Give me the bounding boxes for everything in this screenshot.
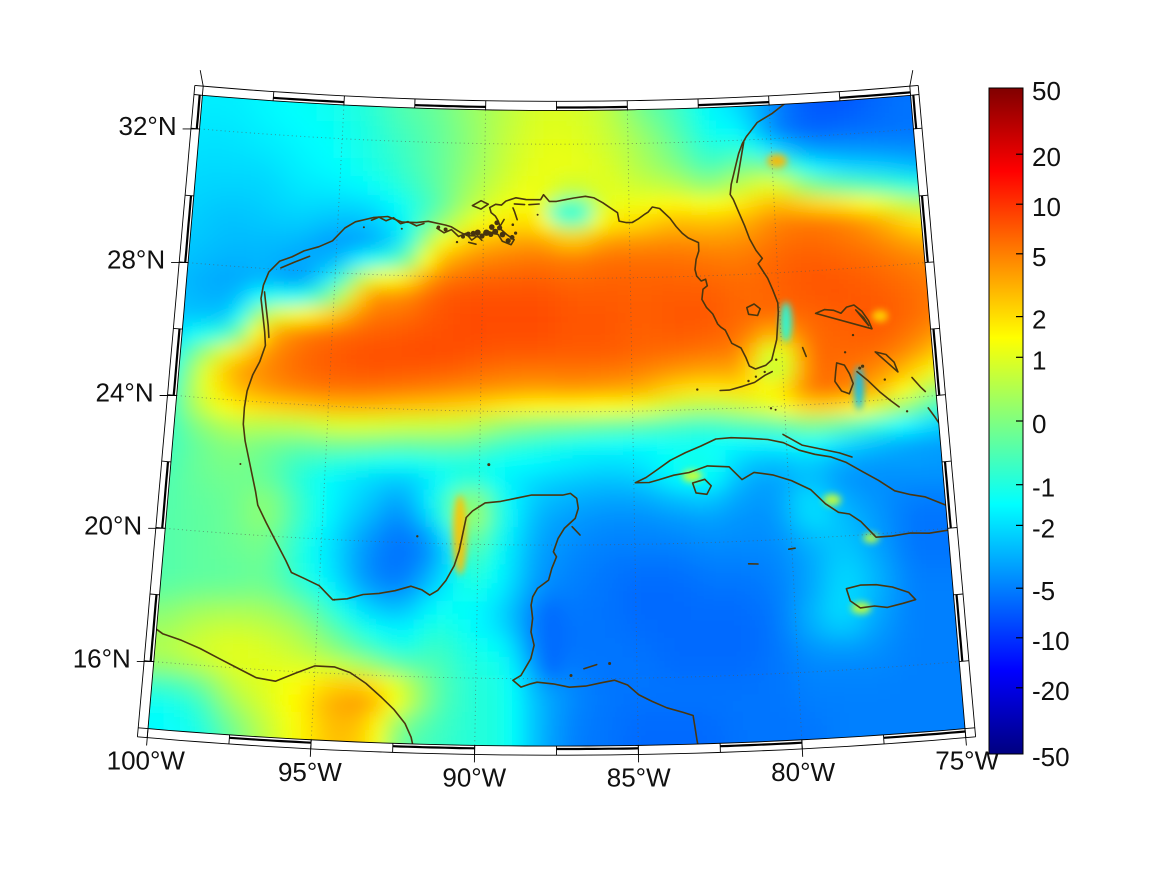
svg-text:2: 2 bbox=[1032, 305, 1046, 335]
svg-text:80°W: 80°W bbox=[771, 757, 835, 787]
svg-text:5: 5 bbox=[1032, 242, 1046, 272]
svg-text:1: 1 bbox=[1032, 345, 1046, 375]
svg-text:-1: -1 bbox=[1032, 473, 1055, 503]
svg-text:20: 20 bbox=[1032, 142, 1061, 172]
svg-text:-20: -20 bbox=[1032, 676, 1070, 706]
svg-text:20°N: 20°N bbox=[84, 510, 142, 540]
svg-text:-2: -2 bbox=[1032, 513, 1055, 543]
svg-text:16°N: 16°N bbox=[73, 644, 131, 674]
svg-text:28°N: 28°N bbox=[107, 245, 165, 275]
svg-text:100°W: 100°W bbox=[107, 746, 186, 776]
svg-text:90°W: 90°W bbox=[442, 762, 506, 792]
svg-text:-50: -50 bbox=[1032, 742, 1070, 772]
svg-text:-5: -5 bbox=[1032, 576, 1055, 606]
svg-text:32°N: 32°N bbox=[119, 111, 177, 141]
svg-text:95°W: 95°W bbox=[278, 757, 342, 787]
svg-text:10: 10 bbox=[1032, 192, 1061, 222]
svg-text:-10: -10 bbox=[1032, 626, 1070, 656]
svg-text:50: 50 bbox=[1032, 76, 1061, 106]
svg-text:85°W: 85°W bbox=[607, 762, 671, 792]
svg-text:0: 0 bbox=[1032, 409, 1046, 439]
svg-text:24°N: 24°N bbox=[96, 378, 154, 408]
